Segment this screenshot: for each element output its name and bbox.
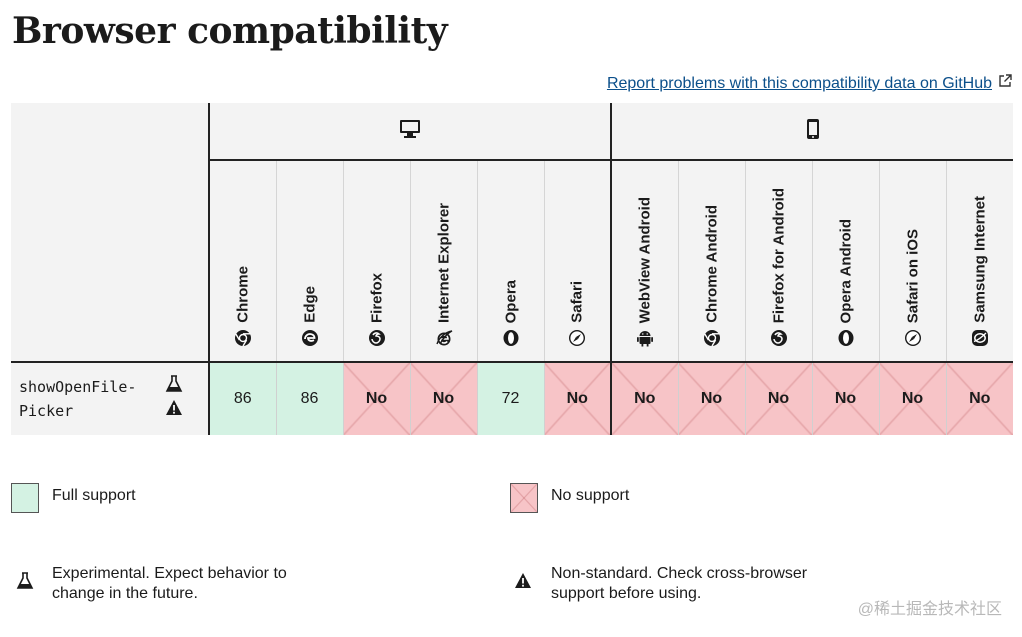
- chrome-icon: [234, 330, 251, 347]
- safari-icon: [569, 330, 586, 346]
- browser-header-safari: Safari: [544, 160, 612, 362]
- experimental-icon: [16, 572, 34, 589]
- feature-cell: showOpenFile- Picker: [11, 361, 210, 435]
- external-link-icon: [999, 74, 1012, 87]
- no-support-label: No support: [551, 487, 630, 504]
- support-cell-chrome[interactable]: 86: [209, 361, 277, 435]
- table-corner: [11, 103, 210, 362]
- support-cell-chrome-android[interactable]: No: [678, 361, 746, 435]
- browser-header-firefox-for-android: Firefox for Android: [745, 160, 813, 362]
- non-standard-icon: [515, 573, 531, 588]
- support-cell-opera-android[interactable]: No: [812, 361, 880, 435]
- browser-name: Opera Android: [837, 218, 854, 323]
- browser-header-firefox: Firefox: [343, 160, 411, 362]
- safari-icon: [904, 330, 921, 346]
- samsung-icon: [971, 330, 988, 346]
- support-cell-firefox-for-android[interactable]: No: [745, 361, 813, 435]
- browser-header-opera: Opera: [477, 160, 545, 362]
- browser-name: Samsung Internet: [971, 196, 989, 323]
- firefox-icon: [368, 330, 385, 346]
- browser-name: Opera: [502, 279, 519, 323]
- support-cell-safari-on-ios[interactable]: No: [879, 361, 947, 435]
- opera-icon: [838, 330, 853, 346]
- experimental-legend: Experimental. Expect behavior to change …: [52, 565, 287, 602]
- browser-name: WebView Android: [636, 196, 654, 323]
- mobile-icon: [806, 118, 819, 139]
- android-icon: [636, 331, 653, 347]
- platform-mobile: [611, 103, 1013, 161]
- page-title: Browser compatibility: [12, 10, 448, 52]
- support-cell-internet-explorer[interactable]: No: [410, 361, 478, 435]
- non-standard-legend: Non-standard. Check cross-browser suppor…: [551, 565, 808, 602]
- ie-icon: [435, 330, 452, 346]
- browser-name: Firefox for Android: [770, 187, 787, 323]
- chrome-icon: [703, 330, 720, 347]
- browser-name: Chrome Android: [703, 205, 720, 323]
- browser-header-internet-explorer: Internet Explorer: [410, 160, 478, 362]
- browser-header-chrome-android: Chrome Android: [678, 160, 746, 362]
- no-support-swatch: [510, 483, 538, 513]
- edge-icon: [301, 330, 318, 346]
- support-cell-webview-android[interactable]: No: [611, 361, 679, 435]
- support-cell-edge[interactable]: 86: [276, 361, 344, 435]
- browser-name: Firefox: [368, 272, 385, 323]
- compat-table: Chrome Edge Firefox Internet Explorer Opera S…: [11, 103, 1013, 435]
- browser-name: Safari on iOS: [904, 228, 921, 323]
- desktop-icon: [400, 119, 420, 138]
- browser-header-webview-android: WebView Android: [611, 160, 679, 362]
- browser-header-edge: Edge: [276, 160, 344, 362]
- browser-header-samsung-internet: Samsung Internet: [946, 160, 1013, 362]
- opera-icon: [503, 330, 518, 346]
- full-support-label: Full support: [52, 487, 136, 504]
- firefox-icon: [770, 330, 787, 346]
- browser-header-safari-on-ios: Safari on iOS: [879, 160, 947, 362]
- browser-header-opera-android: Opera Android: [812, 160, 880, 362]
- feature-name: showOpenFile- Picker: [19, 378, 137, 420]
- support-cell-firefox[interactable]: No: [343, 361, 411, 435]
- browser-name: Internet Explorer: [435, 202, 452, 323]
- watermark: @稀土掘金技术社区: [857, 601, 1002, 618]
- browser-header-chrome: Chrome: [209, 160, 277, 362]
- support-cell-opera[interactable]: 72: [477, 361, 545, 435]
- full-support-swatch: [11, 483, 39, 513]
- browser-name: Safari: [568, 281, 586, 323]
- non-standard-icon: [166, 400, 182, 415]
- report-problems-link[interactable]: Report problems with this compatibility …: [606, 75, 992, 92]
- platform-desktop: [209, 103, 612, 161]
- experimental-icon: [165, 375, 183, 392]
- support-cell-samsung-internet[interactable]: No: [946, 361, 1013, 435]
- browser-name: Chrome: [234, 266, 252, 323]
- support-cell-safari[interactable]: No: [544, 361, 612, 435]
- browser-name: Edge: [301, 286, 318, 323]
